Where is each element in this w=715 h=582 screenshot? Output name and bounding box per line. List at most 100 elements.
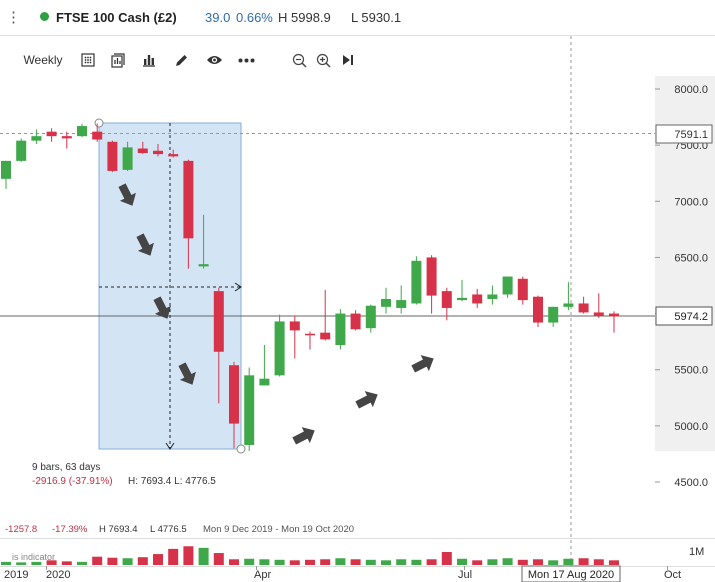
candle-down[interactable] [472, 294, 483, 304]
candle-down[interactable] [517, 278, 528, 301]
candle-up[interactable] [1, 160, 11, 179]
candle-up[interactable] [502, 276, 513, 295]
down-arrow-icon [178, 362, 196, 385]
measure-end-handle[interactable] [236, 444, 246, 454]
candle-down[interactable] [92, 131, 103, 140]
volume-bar [198, 547, 209, 565]
volume-bar [593, 559, 604, 565]
candle-up[interactable] [259, 378, 270, 386]
measure-start-handle[interactable] [94, 118, 104, 128]
session-low: L 5930.1 [351, 10, 402, 25]
volume-bar [46, 560, 57, 565]
indicators-icon[interactable] [79, 50, 97, 70]
candle-down[interactable] [213, 291, 224, 352]
volume-bar [16, 562, 27, 565]
eye-icon[interactable] [204, 50, 224, 70]
candle-up[interactable] [365, 305, 376, 329]
candle-up[interactable] [381, 298, 391, 307]
price-tick-label: 7000.0 [674, 196, 708, 208]
price-tick-label: 5500.0 [674, 365, 708, 377]
volume-bar [502, 558, 513, 565]
interval-selector[interactable]: Weekly [23, 53, 63, 67]
candle-down[interactable] [320, 332, 331, 340]
measure-right-arrow-icon [234, 282, 242, 292]
volume-bar [107, 557, 118, 565]
candle-down[interactable] [153, 150, 163, 155]
candle-down[interactable] [183, 160, 194, 239]
candle-down[interactable] [305, 333, 315, 336]
candle-up[interactable] [244, 375, 255, 445]
last-price-box [655, 306, 713, 326]
volume-bar [1, 561, 11, 565]
candle-down[interactable] [578, 303, 589, 313]
bar-chart-icon[interactable] [140, 50, 158, 70]
candle-up[interactable] [411, 260, 422, 304]
candle-down[interactable] [350, 313, 361, 330]
candle-up[interactable] [335, 313, 346, 346]
volume-bar [259, 559, 270, 565]
candle-down[interactable] [107, 141, 118, 171]
candle-up[interactable] [16, 140, 27, 161]
volume-bar [517, 559, 528, 565]
candle-up[interactable] [396, 300, 407, 308]
candle-up[interactable] [31, 136, 42, 141]
volume-bar [396, 559, 407, 565]
up-arrow-icon [355, 391, 378, 409]
candle-down[interactable] [168, 154, 179, 157]
range-change-pct: -17.39% [52, 524, 88, 535]
draw-pencil-icon[interactable] [172, 50, 190, 70]
candle-up[interactable] [122, 147, 133, 170]
last-price-label: 5974.2 [674, 311, 708, 323]
more-options-icon[interactable] [236, 50, 256, 70]
zoom-out-icon[interactable] [290, 50, 308, 70]
price-tick-label: 8000.0 [674, 84, 708, 96]
range-high: H 7693.4 [99, 524, 138, 535]
session-high: H 5998.9 [278, 10, 331, 25]
down-arrow-icon [118, 183, 136, 206]
volume-bar [305, 559, 315, 565]
time-label-2020: 2020 [46, 569, 70, 581]
candle-down[interactable] [137, 148, 148, 154]
candle-up[interactable] [548, 306, 559, 323]
crosshair-price-label: 7591.1 [674, 129, 708, 141]
volume-indicator-label: is indicator [12, 552, 55, 562]
chart-layout-icon[interactable] [109, 50, 127, 70]
volume-bar [457, 558, 467, 565]
volume-bar [487, 559, 498, 565]
candle-up[interactable] [487, 294, 498, 299]
volume-bar [578, 558, 589, 565]
volume-bar [381, 560, 391, 565]
time-label-jul: Jul [458, 569, 472, 581]
instrument-title: FTSE 100 Cash (£2) [56, 10, 177, 25]
candle-down[interactable] [61, 136, 72, 139]
volume-bar [229, 559, 239, 565]
candle-up[interactable] [457, 297, 467, 301]
skip-to-end-icon[interactable] [339, 50, 357, 70]
range-low: L 4776.5 [150, 524, 187, 535]
candle-up[interactable] [274, 321, 285, 376]
candle-up[interactable] [198, 264, 209, 267]
candle-up[interactable] [77, 126, 87, 137]
up-arrow-icon [411, 355, 434, 373]
candle-up[interactable] [563, 303, 574, 307]
crosshair-price-box [655, 124, 713, 144]
candle-down[interactable] [46, 131, 57, 137]
candle-down[interactable] [289, 321, 300, 331]
price-change-pct: 0.66% [236, 10, 273, 25]
zoom-in-icon[interactable] [314, 50, 332, 70]
time-label-2019: 2019 [4, 569, 28, 581]
price-tick-label: 5000.0 [674, 421, 708, 433]
volume-bar [563, 558, 574, 565]
volume-bar [533, 559, 543, 565]
candle-down[interactable] [426, 257, 437, 296]
candle-down[interactable] [609, 313, 619, 317]
candle-down[interactable] [229, 365, 239, 424]
volume-bar [168, 548, 179, 565]
range-change: -1257.8 [5, 524, 37, 535]
candle-down[interactable] [533, 296, 543, 323]
volume-bar [335, 558, 346, 565]
candle-down[interactable] [593, 312, 604, 316]
more-menu-icon[interactable]: ⋮ [6, 9, 21, 26]
candle-down[interactable] [441, 291, 452, 308]
